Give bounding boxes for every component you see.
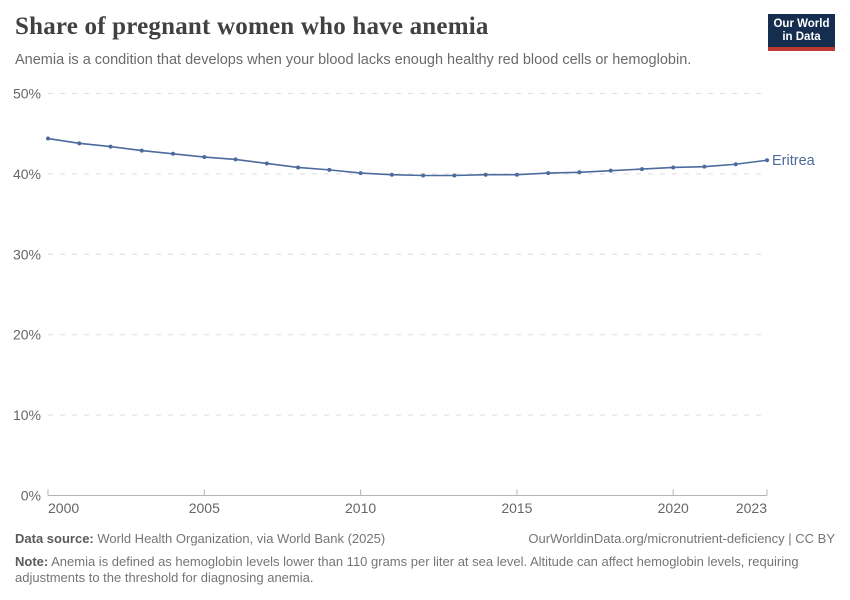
data-point[interactable] bbox=[77, 141, 82, 146]
x-axis-tick-label: 2015 bbox=[501, 500, 532, 516]
data-point[interactable] bbox=[671, 165, 676, 170]
data-point[interactable] bbox=[765, 158, 769, 163]
entity-label[interactable]: Eritrea bbox=[772, 153, 816, 169]
x-axis-tick-label: 2005 bbox=[189, 500, 220, 516]
chart-note: Note: Anemia is defined as hemoglobin le… bbox=[15, 554, 810, 587]
data-point[interactable] bbox=[46, 136, 50, 141]
page-title: Share of pregnant women who have anemia bbox=[15, 13, 489, 40]
x-axis-tick-label: 2010 bbox=[345, 500, 376, 516]
data-point[interactable] bbox=[233, 157, 238, 162]
data-point[interactable] bbox=[358, 171, 363, 176]
trend-line[interactable] bbox=[47, 137, 768, 177]
line-chart-plot-area[interactable]: 0% 10% 20% 30% 40% 50% 2000 2005 2010 2015 2020 202… bbox=[0, 80, 850, 525]
data-point[interactable] bbox=[608, 168, 613, 173]
data-point[interactable] bbox=[702, 164, 707, 169]
y-axis-tick-label: 50% bbox=[13, 86, 41, 102]
data-source-label: Data source: bbox=[15, 531, 94, 546]
data-point[interactable] bbox=[327, 167, 332, 172]
owid-logo[interactable]: Our World in Data bbox=[768, 14, 835, 51]
y-axis-tick-label: 20% bbox=[13, 327, 41, 343]
data-point[interactable] bbox=[139, 148, 144, 153]
data-point[interactable] bbox=[514, 172, 519, 177]
data-point[interactable] bbox=[483, 172, 488, 177]
data-point[interactable] bbox=[421, 173, 426, 178]
y-axis-tick-label: 40% bbox=[13, 166, 41, 182]
x-axis-tick-label: 2000 bbox=[48, 500, 79, 516]
data-point[interactable] bbox=[733, 162, 738, 167]
chart-subtitle: Anemia is a condition that develops when… bbox=[15, 52, 692, 68]
note-label: Note: bbox=[15, 553, 49, 569]
data-point[interactable] bbox=[296, 165, 301, 170]
data-source-text: World Health Organization, via World Ban… bbox=[93, 531, 386, 546]
data-point[interactable] bbox=[108, 144, 113, 149]
data-source: Data source: World Health Organization, … bbox=[15, 531, 385, 548]
owid-logo-line1: Our World bbox=[773, 17, 830, 30]
source-row: Data source: World Health Organization, … bbox=[15, 531, 835, 548]
note-text: Anemia is defined as hemoglobin levels l… bbox=[15, 553, 799, 586]
data-point[interactable] bbox=[202, 155, 207, 160]
data-point[interactable] bbox=[389, 172, 394, 177]
x-axis-tick-label: 2020 bbox=[658, 500, 689, 516]
data-point[interactable] bbox=[546, 171, 551, 176]
data-point[interactable] bbox=[452, 173, 457, 178]
owid-logo-line2: in Data bbox=[782, 30, 821, 43]
data-point[interactable] bbox=[264, 161, 269, 166]
owid-url-link[interactable]: OurWorldinData.org/micronutrient-deficie… bbox=[528, 531, 785, 546]
y-axis-tick-label: 0% bbox=[21, 488, 41, 504]
attribution: OurWorldinData.org/micronutrient-deficie… bbox=[528, 531, 835, 548]
y-axis-tick-label: 10% bbox=[13, 407, 41, 423]
data-point[interactable] bbox=[639, 167, 644, 172]
license-text: | CC BY bbox=[784, 531, 835, 546]
data-point[interactable] bbox=[577, 170, 582, 175]
x-axis-tick-label: 2023 bbox=[736, 500, 767, 516]
data-point[interactable] bbox=[171, 151, 176, 156]
y-axis-tick-label: 30% bbox=[13, 246, 41, 262]
chart-footer: Data source: World Health Organization, … bbox=[15, 531, 835, 587]
